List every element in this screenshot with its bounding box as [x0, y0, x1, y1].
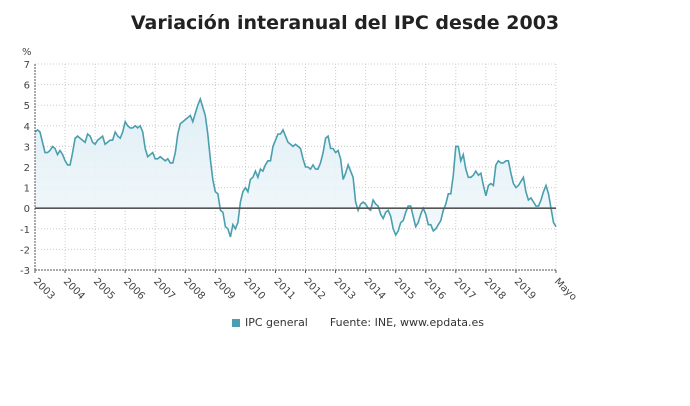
- y-tick-label: 5: [24, 101, 30, 112]
- x-tick-label: 2010: [241, 276, 267, 302]
- x-tick-label: 2011: [271, 276, 297, 302]
- y-tick-label: 0: [24, 204, 30, 215]
- x-tick-label: 2014: [362, 276, 388, 302]
- x-tick-label: 2013: [331, 276, 357, 302]
- x-tick-label: 2004: [61, 276, 87, 302]
- chart-title: Variación interanual del IPC desde 2003: [130, 12, 560, 34]
- y-tick-label: 3: [24, 142, 30, 153]
- y-tick-label: 7: [24, 60, 30, 71]
- x-tick-label: 2005: [91, 276, 117, 302]
- y-tick-label: -2: [20, 245, 30, 256]
- x-tick-label: 2007: [151, 276, 177, 302]
- x-tick-label: 2015: [392, 276, 418, 302]
- y-tick-label: 4: [24, 122, 30, 133]
- y-tick-label: -1: [20, 225, 30, 236]
- x-tick-label: 2019: [512, 276, 538, 302]
- source-note: Fuente: INE, www.epdata.es: [329, 316, 485, 329]
- y-tick-label: 1: [24, 184, 30, 195]
- series-line-ipc-general: [34, 96, 557, 238]
- y-tick-label: 2: [24, 163, 30, 174]
- x-tick-label: 2012: [301, 276, 327, 302]
- y-axis-label: %: [22, 47, 32, 58]
- x-tick-label: 2016: [422, 276, 448, 302]
- area-fill: [35, 99, 556, 237]
- x-tick-label: Mayo: [552, 276, 579, 303]
- x-tick-label: 2018: [482, 276, 508, 302]
- legend-label: IPC general: [245, 316, 308, 329]
- x-tick-label: 2017: [452, 276, 478, 302]
- x-tick-label: 2006: [121, 276, 147, 302]
- x-tick-label: 2003: [31, 276, 57, 302]
- x-tick-label: 2008: [181, 276, 207, 302]
- y-tick-label: -3: [20, 266, 30, 277]
- x-tick-label: 2009: [211, 276, 237, 302]
- legend-swatch: [232, 318, 240, 327]
- legend: IPC general Fuente: INE, www.epdata.es: [232, 316, 484, 329]
- y-tick-label: 6: [24, 81, 30, 92]
